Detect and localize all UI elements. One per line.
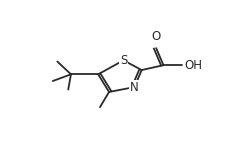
Text: O: O <box>152 30 161 43</box>
Text: N: N <box>130 81 139 94</box>
Text: OH: OH <box>184 59 202 72</box>
Text: S: S <box>120 54 127 67</box>
